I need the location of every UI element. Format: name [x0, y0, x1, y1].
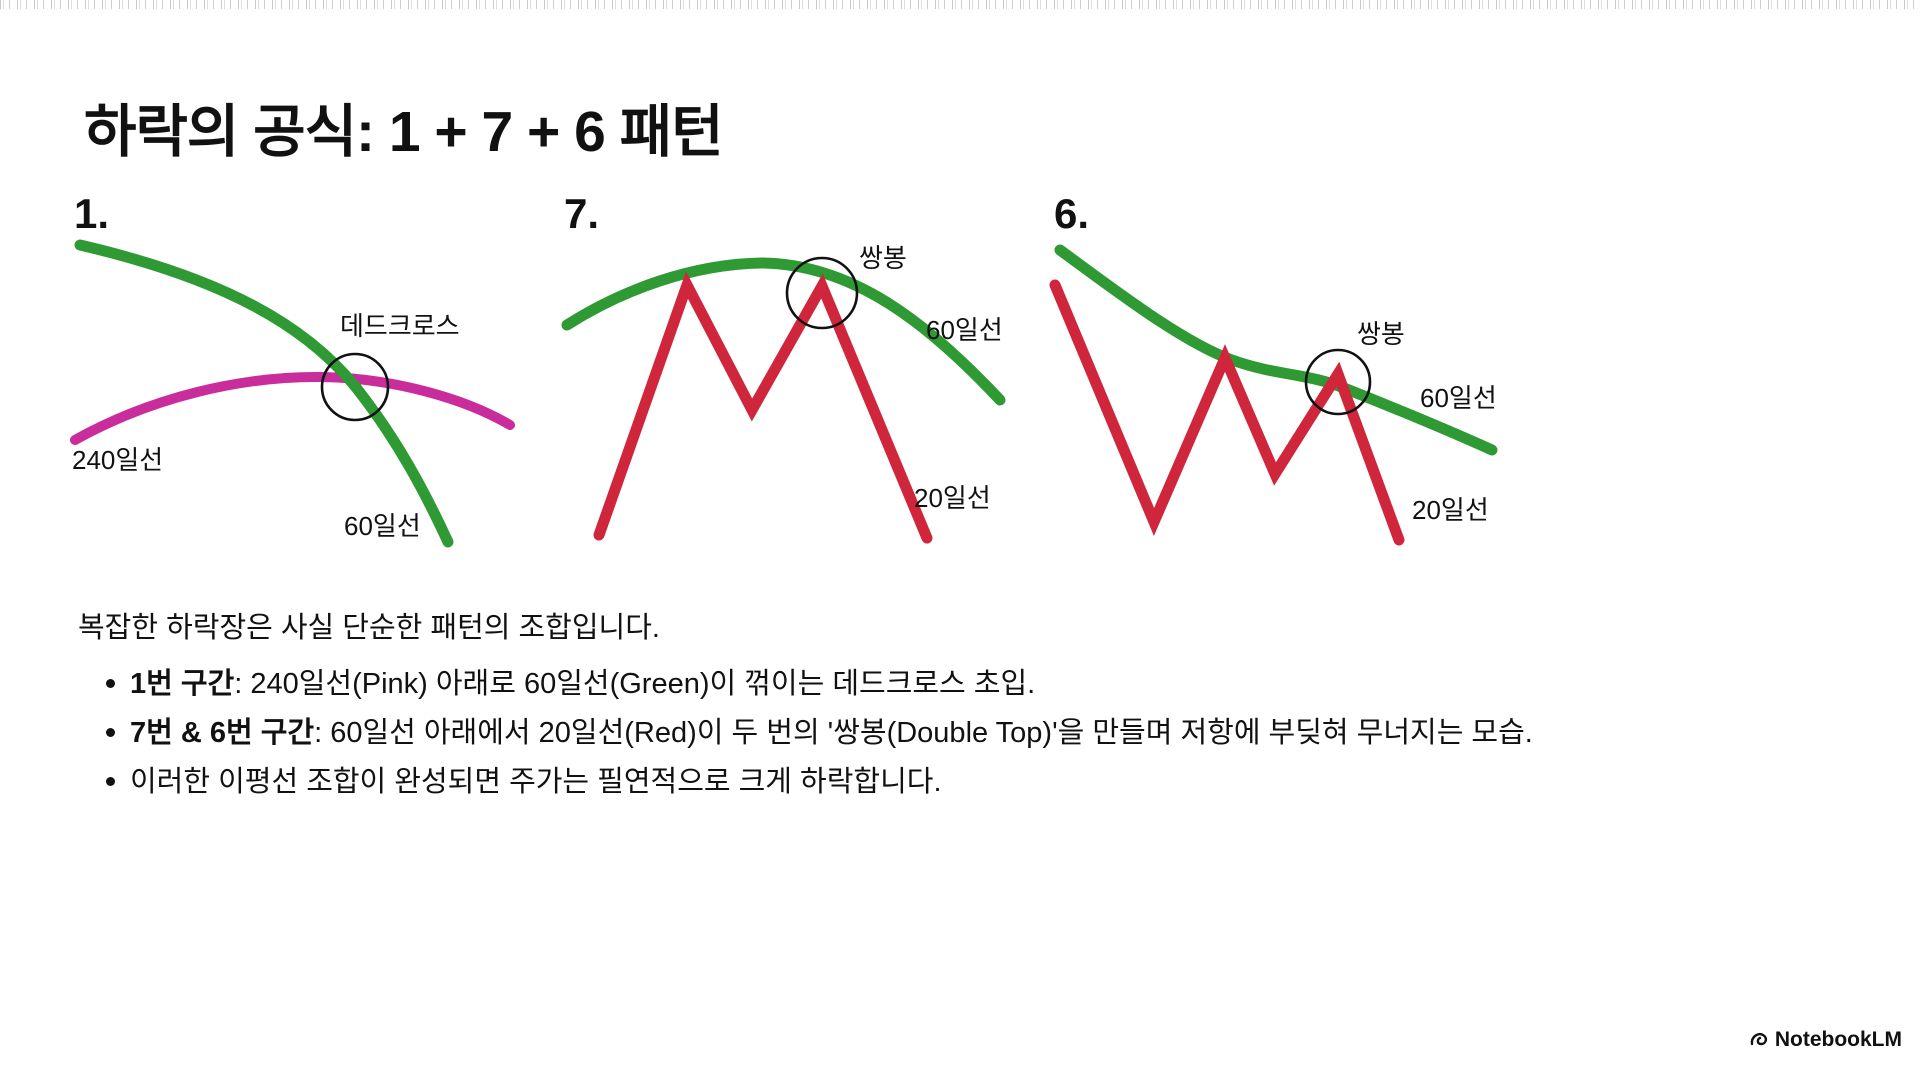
bullet-dot: [106, 679, 115, 688]
panel-double-top-6: 6. 쌍봉 60일선 20일선: [1049, 190, 1512, 565]
bullet-item-1: 1번 구간: 240일선(Pink) 아래로 60일선(Green)이 꺾이는 …: [78, 666, 1718, 702]
double-top-diagram-7: [561, 256, 1006, 544]
panel-double-top-7: 7. 쌍봉 60일선 20일선: [561, 190, 1022, 565]
description-block: 복잡한 하락장은 사실 단순한 패턴의 조합입니다. 1번 구간: 240일선(…: [78, 610, 1718, 813]
ma20-label: 20일선: [1412, 495, 1489, 525]
ma60-line: [561, 257, 1006, 406]
ma20-label: 20일선: [914, 483, 991, 513]
ma60-label: 60일선: [344, 511, 421, 541]
bullet-dot: [106, 728, 115, 737]
panel-number: 1.: [74, 190, 110, 237]
ma60-line: [1054, 244, 1498, 456]
bullet-dot: [106, 777, 115, 786]
dead-cross-diagram: [70, 239, 515, 548]
double-top-circle: [1304, 348, 1372, 416]
ma60-label: 60일선: [926, 315, 1003, 345]
double-top-diagram-6: [1049, 244, 1498, 546]
ma240-line: [70, 371, 515, 445]
bullet-item-3: 이러한 이평선 조합이 완성되면 주가는 필연적으로 크게 하락합니다.: [78, 764, 1718, 800]
brand-watermark: NotebookLM: [1748, 1028, 1902, 1052]
notebooklm-logo-icon: [1750, 1032, 1767, 1046]
double-top-label: 쌍봉: [1357, 319, 1405, 349]
bullet-text: 7번 & 6번 구간: 60일선 아래에서 20일선(Red)이 두 번의 '쌍…: [130, 715, 1533, 751]
ma240-label: 240일선: [72, 445, 164, 475]
bullet-bold-label: 7번 & 6번 구간: [130, 717, 315, 749]
ma60-label: 60일선: [1420, 383, 1497, 413]
brand-name: NotebookLM: [1774, 1028, 1902, 1051]
panel-dead-cross: 1. 데드크로스 240일선 60일선: [70, 190, 532, 565]
ma20-line: [1049, 279, 1405, 546]
bullet-bold-label: 1번 구간: [130, 668, 235, 700]
ma20-line: [593, 271, 933, 544]
ma60-line: [74, 239, 454, 548]
dead-cross-label: 데드크로스: [340, 311, 460, 341]
bullet-rest: : 240일선(Pink) 아래로 60일선(Green)이 꺾이는 데드크로스…: [234, 668, 1036, 700]
bullet-rest: : 60일선 아래에서 20일선(Red)이 두 번의 '쌍봉(Double T…: [314, 717, 1533, 749]
double-top-circle: [785, 256, 859, 330]
top-artifact-strip: [0, 0, 1920, 9]
description-intro: 복잡한 하락장은 사실 단순한 패턴의 조합입니다.: [78, 612, 660, 644]
dead-cross-circle: [320, 352, 390, 422]
double-top-label: 쌍봉: [859, 243, 907, 273]
panel-number: 7.: [564, 190, 600, 237]
bullet-rest: 이러한 이평선 조합이 완성되면 주가는 필연적으로 크게 하락합니다.: [130, 766, 942, 798]
page-title: 하락의 공식: 1 + 7 + 6 패턴: [84, 100, 724, 165]
panel-number: 6.: [1054, 190, 1090, 237]
bullet-text: 이러한 이평선 조합이 완성되면 주가는 필연적으로 크게 하락합니다.: [130, 764, 942, 800]
bullet-text: 1번 구간: 240일선(Pink) 아래로 60일선(Green)이 꺾이는 …: [130, 666, 1035, 702]
bullet-item-2: 7번 & 6번 구간: 60일선 아래에서 20일선(Red)이 두 번의 '쌍…: [78, 715, 1718, 751]
